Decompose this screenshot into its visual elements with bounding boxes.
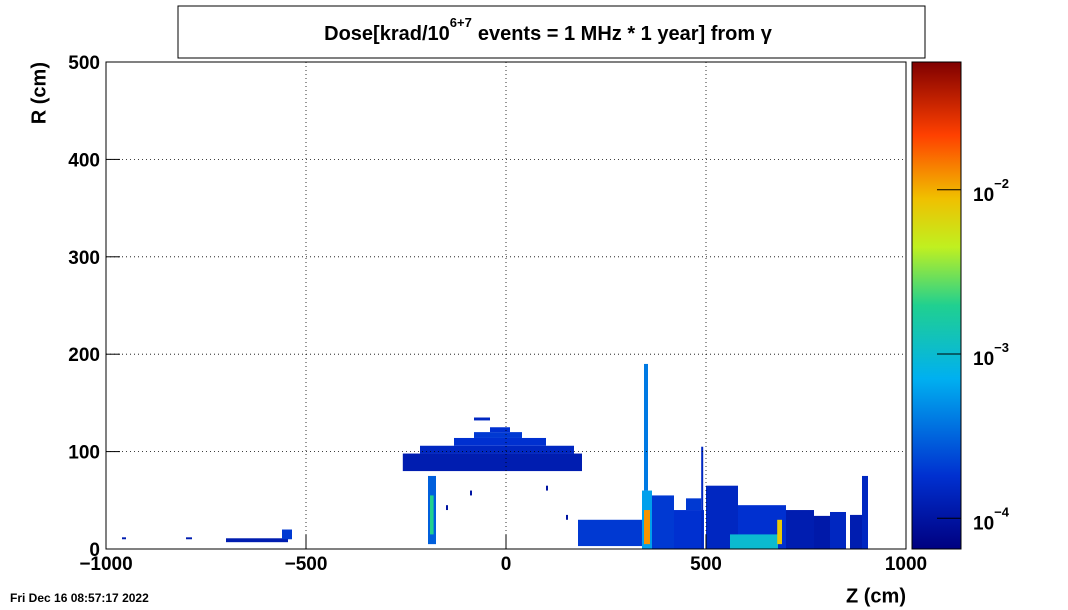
heatmap-cell bbox=[777, 519, 782, 545]
y-axis-label: R (cm) bbox=[28, 62, 50, 124]
color-bar bbox=[912, 62, 961, 549]
title-superscript: 6+7 bbox=[450, 15, 472, 30]
heatmap-cell bbox=[686, 498, 702, 511]
z-tick-exponent: −2 bbox=[994, 176, 1009, 191]
y-tick-label: 500 bbox=[68, 53, 100, 74]
heatmap-cell bbox=[430, 495, 434, 535]
heatmap-cell bbox=[644, 510, 650, 545]
heatmap-cell bbox=[652, 495, 674, 549]
heatmap-cell bbox=[474, 417, 490, 421]
timestamp: Fri Dec 16 08:57:17 2022 bbox=[10, 591, 149, 605]
y-tick-label: 300 bbox=[68, 248, 100, 269]
heatmap-cell bbox=[282, 529, 292, 540]
heatmap-cell bbox=[122, 537, 126, 540]
heatmap-cell bbox=[786, 510, 814, 549]
heatmap-cell bbox=[454, 437, 546, 446]
x-axis-label: Z (cm) bbox=[846, 585, 906, 607]
heatmap-cell bbox=[814, 515, 830, 549]
z-tick-exponent: −4 bbox=[994, 505, 1010, 520]
x-tick-label: −1000 bbox=[79, 554, 132, 575]
x-tick-label: 1000 bbox=[885, 554, 927, 575]
heatmap-cell bbox=[186, 537, 192, 540]
title-base: Dose[krad/10 bbox=[324, 23, 450, 45]
heatmap-cell bbox=[420, 445, 574, 454]
z-tick-base: 10 bbox=[973, 185, 994, 206]
heatmap-cell bbox=[566, 514, 568, 520]
z-tick-exponent: −3 bbox=[994, 340, 1009, 355]
title-box bbox=[177, 5, 926, 59]
heatmap-cell bbox=[226, 538, 288, 543]
x-tick-label: 0 bbox=[501, 554, 512, 575]
heatmap-cell bbox=[701, 446, 704, 549]
y-tick-label: 100 bbox=[68, 443, 100, 464]
z-tick-base: 10 bbox=[973, 513, 994, 534]
plot-frame bbox=[105, 61, 907, 550]
heatmap-cell bbox=[474, 432, 522, 438]
y-tick-label: 0 bbox=[89, 540, 100, 561]
heatmap-cell bbox=[578, 519, 642, 547]
x-tick-label: 500 bbox=[690, 554, 722, 575]
z-tick-label: 10−3 bbox=[973, 340, 1009, 370]
plot-area bbox=[122, 363, 868, 549]
heatmap-cell bbox=[546, 485, 548, 491]
heatmap-cell bbox=[862, 475, 868, 549]
heatmap-cell bbox=[402, 453, 582, 472]
heatmap-cell bbox=[644, 363, 648, 491]
heatmap-cell bbox=[490, 427, 510, 433]
chart-title: Dose[krad/106+7 events = 1 MHz * 1 year] … bbox=[324, 15, 773, 45]
z-tick-label: 10−2 bbox=[973, 176, 1009, 206]
heatmap-cell bbox=[674, 510, 704, 549]
heatmap-cell bbox=[470, 490, 472, 496]
color-bar-frame bbox=[911, 61, 962, 550]
z-tick-base: 10 bbox=[973, 349, 994, 370]
y-tick-label: 200 bbox=[68, 345, 100, 366]
heatmap-cell bbox=[446, 505, 448, 511]
y-tick-label: 400 bbox=[68, 150, 100, 171]
title-rest: events = 1 MHz * 1 year] from γ bbox=[478, 23, 773, 45]
heatmap-cell bbox=[830, 511, 846, 549]
z-tick-label: 10−4 bbox=[973, 505, 1010, 535]
heatmap-cell bbox=[730, 534, 778, 549]
x-tick-label: −500 bbox=[285, 554, 328, 575]
